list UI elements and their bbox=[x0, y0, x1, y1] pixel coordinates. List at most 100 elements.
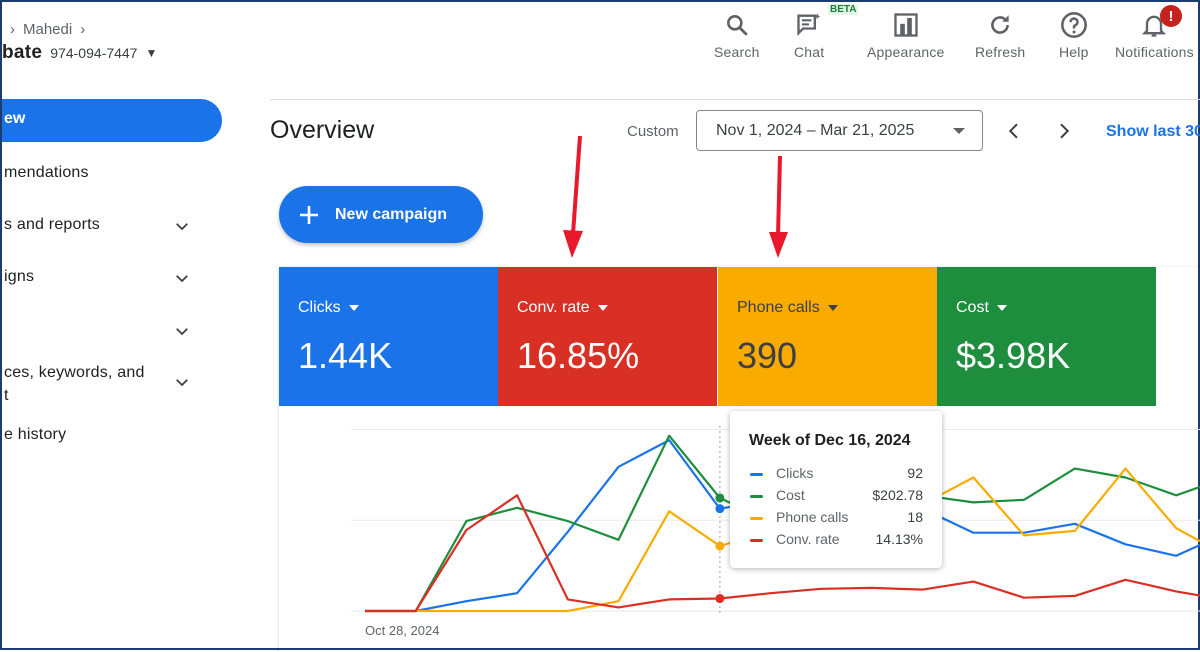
sidebar-item-insights-reports[interactable]: s and reports bbox=[4, 216, 100, 233]
date-range-picker[interactable]: Nov 1, 2024 – Mar 21, 2025 bbox=[696, 110, 983, 151]
toolbar-appearance-button[interactable]: Appearance bbox=[867, 10, 945, 60]
toolbar-label: Notifications bbox=[1115, 44, 1194, 60]
notification-badge: ! bbox=[1160, 5, 1182, 27]
previous-period-button[interactable] bbox=[1002, 118, 1026, 144]
appearance-icon bbox=[894, 13, 918, 37]
toolbar-notifications-button[interactable]: Notifications bbox=[1115, 10, 1194, 60]
caret-down-icon bbox=[348, 305, 359, 311]
account-name: bate bbox=[2, 42, 43, 63]
tooltip-value: 18 bbox=[907, 509, 923, 525]
tooltip-value: 14.13% bbox=[875, 531, 923, 547]
account-selector[interactable]: bate 974-094-7447 ▼ bbox=[2, 42, 157, 64]
metric-card-clicks[interactable]: Clicks 1.44K bbox=[279, 267, 498, 406]
show-last-period-link[interactable]: Show last 30 bbox=[1106, 123, 1200, 140]
toolbar-chat-button[interactable]: Chat bbox=[794, 10, 824, 60]
toolbar-label: Appearance bbox=[867, 44, 945, 60]
sidebar-item-overview[interactable]: ew bbox=[2, 99, 222, 142]
date-mode-label: Custom bbox=[627, 123, 679, 140]
caret-down-icon bbox=[597, 305, 608, 311]
chevron-right-icon: › bbox=[10, 21, 15, 38]
tooltip-title: Week of Dec 16, 2024 bbox=[749, 432, 911, 449]
caret-down-icon: ▼ bbox=[145, 46, 158, 60]
highlight-point bbox=[715, 541, 725, 551]
sidebar-item-campaigns[interactable]: igns bbox=[4, 268, 35, 285]
toolbar-label: Help bbox=[1059, 44, 1089, 60]
chart-tooltip: Week of Dec 16, 2024 Clicks 92 Cost $202.7… bbox=[730, 411, 942, 568]
breadcrumb-item[interactable]: Mahedi bbox=[23, 21, 73, 38]
x-axis-start-label: Oct 28, 2024 bbox=[365, 623, 440, 638]
metric-selector[interactable]: Phone calls bbox=[737, 299, 838, 317]
header-divider bbox=[270, 99, 1200, 100]
sidebar-item-label: t bbox=[4, 387, 9, 404]
legend-swatch bbox=[750, 539, 763, 542]
metric-value: 390 bbox=[737, 335, 798, 376]
sidebar-item-audiences[interactable]: ces, keywords, and t bbox=[4, 361, 145, 407]
metric-value: 16.85% bbox=[517, 335, 640, 376]
sidebar-item-label: ces, keywords, and bbox=[4, 364, 145, 381]
highlight-point bbox=[715, 504, 725, 514]
metric-selector[interactable]: Cost bbox=[956, 299, 1007, 317]
legend-swatch bbox=[750, 517, 763, 520]
metric-value: $3.98K bbox=[956, 335, 1071, 376]
customer-id: 974-094-7447 bbox=[50, 45, 138, 61]
tooltip-label: Cost bbox=[776, 487, 805, 503]
tooltip-row-cost: Cost $202.78 bbox=[750, 487, 923, 507]
metric-label: Cost bbox=[956, 299, 989, 316]
sidebar-item-recommendations[interactable]: mendations bbox=[4, 164, 89, 181]
highlight-point bbox=[715, 493, 725, 503]
search-icon bbox=[726, 15, 748, 36]
tooltip-value: $202.78 bbox=[872, 487, 923, 503]
tooltip-label: Phone calls bbox=[776, 509, 849, 525]
caret-down-icon bbox=[953, 128, 965, 134]
tooltip-row-clicks: Clicks 92 bbox=[750, 465, 923, 485]
tooltip-label: Conv. rate bbox=[776, 531, 840, 547]
metric-card-phone-calls[interactable]: Phone calls 390 bbox=[718, 267, 937, 406]
series-line-conv-rate bbox=[365, 494, 1200, 613]
new-campaign-button[interactable]: New campaign bbox=[279, 186, 483, 243]
highlight-point bbox=[715, 594, 725, 604]
chat-icon bbox=[797, 13, 821, 36]
sidebar-item-label: ew bbox=[4, 110, 26, 127]
chevron-down-icon[interactable] bbox=[172, 372, 192, 392]
plus-icon bbox=[300, 205, 318, 224]
metric-selector[interactable]: Conv. rate bbox=[517, 299, 608, 317]
bell-icon bbox=[1142, 15, 1167, 37]
metric-card-conv-rate[interactable]: Conv. rate 16.85% bbox=[498, 267, 717, 406]
annotation-arrow bbox=[769, 155, 788, 258]
legend-swatch bbox=[750, 495, 763, 498]
beta-badge: BETA bbox=[828, 4, 859, 15]
date-range-value: Nov 1, 2024 – Mar 21, 2025 bbox=[716, 121, 915, 139]
toolbar-help-button[interactable]: Help bbox=[1059, 10, 1089, 60]
metric-value: 1.44K bbox=[298, 335, 393, 376]
chevron-right-icon: › bbox=[80, 21, 86, 38]
caret-down-icon bbox=[996, 305, 1007, 311]
metric-card-cost[interactable]: Cost $3.98K bbox=[937, 267, 1156, 406]
metric-label: Clicks bbox=[298, 299, 341, 316]
caret-down-icon bbox=[827, 305, 838, 311]
chevron-down-icon[interactable] bbox=[172, 321, 192, 341]
toolbar-label: Search bbox=[714, 44, 760, 60]
tooltip-row-conv-rate: Conv. rate 14.13% bbox=[750, 531, 923, 551]
next-period-button[interactable] bbox=[1052, 118, 1076, 144]
refresh-icon bbox=[991, 15, 1010, 34]
toolbar-label: Chat bbox=[794, 44, 825, 60]
help-icon bbox=[1060, 12, 1087, 38]
tooltip-row-phone-calls: Phone calls 18 bbox=[750, 509, 923, 529]
metric-label: Conv. rate bbox=[517, 299, 590, 316]
annotation-arrow bbox=[563, 135, 583, 258]
metric-label: Phone calls bbox=[737, 299, 820, 316]
toolbar-search-button[interactable]: Search bbox=[714, 10, 760, 60]
sidebar-item-change-history[interactable]: e history bbox=[4, 426, 67, 443]
chevron-right-icon bbox=[1060, 123, 1070, 139]
chevron-down-icon[interactable] bbox=[172, 268, 192, 288]
tooltip-label: Clicks bbox=[776, 465, 814, 481]
chevron-left-icon bbox=[1008, 123, 1018, 139]
toolbar-refresh-button[interactable]: Refresh bbox=[975, 10, 1025, 60]
new-campaign-label: New campaign bbox=[335, 205, 448, 223]
chevron-down-icon[interactable] bbox=[172, 216, 192, 236]
metric-selector[interactable]: Clicks bbox=[298, 299, 359, 317]
page-title: Overview bbox=[270, 116, 375, 144]
tooltip-value: 92 bbox=[907, 465, 923, 481]
toolbar-label: Refresh bbox=[975, 44, 1026, 60]
legend-swatch bbox=[750, 473, 763, 476]
